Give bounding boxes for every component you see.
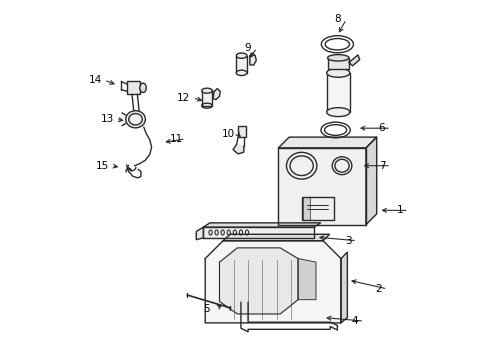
Bar: [236, 56, 246, 73]
Ellipse shape: [326, 68, 349, 77]
Text: 11: 11: [170, 134, 183, 144]
Bar: [327, 58, 348, 69]
Polygon shape: [205, 241, 340, 323]
Text: 3: 3: [344, 236, 351, 246]
Text: 1: 1: [396, 205, 403, 215]
Polygon shape: [203, 227, 313, 238]
Ellipse shape: [140, 83, 146, 93]
Bar: [326, 73, 349, 112]
Polygon shape: [278, 148, 365, 225]
Polygon shape: [213, 89, 220, 100]
Text: 4: 4: [351, 316, 358, 326]
Text: 12: 12: [177, 93, 190, 103]
Polygon shape: [249, 53, 256, 65]
Polygon shape: [365, 137, 376, 225]
Ellipse shape: [326, 108, 349, 117]
Ellipse shape: [125, 111, 145, 128]
Ellipse shape: [236, 53, 246, 58]
Bar: [201, 91, 212, 106]
Text: 2: 2: [374, 284, 381, 294]
Ellipse shape: [327, 55, 348, 61]
Text: 10: 10: [222, 129, 235, 139]
Text: 15: 15: [96, 161, 109, 171]
Ellipse shape: [201, 88, 212, 93]
Text: 7: 7: [378, 161, 385, 171]
Polygon shape: [219, 248, 298, 314]
Polygon shape: [233, 144, 244, 154]
Bar: [238, 126, 245, 137]
Polygon shape: [278, 137, 376, 148]
Polygon shape: [223, 234, 329, 241]
Ellipse shape: [236, 70, 246, 76]
Bar: [303, 197, 309, 220]
Bar: [301, 197, 333, 220]
Polygon shape: [203, 223, 320, 227]
Polygon shape: [348, 55, 359, 66]
Text: 8: 8: [333, 14, 340, 24]
Text: 9: 9: [244, 43, 251, 53]
Text: 13: 13: [100, 114, 113, 124]
Polygon shape: [196, 227, 203, 240]
Text: 5: 5: [203, 303, 210, 314]
Text: 6: 6: [378, 123, 385, 133]
Polygon shape: [298, 258, 315, 300]
Text: 14: 14: [88, 75, 102, 85]
Bar: [127, 81, 140, 94]
Polygon shape: [340, 252, 346, 323]
